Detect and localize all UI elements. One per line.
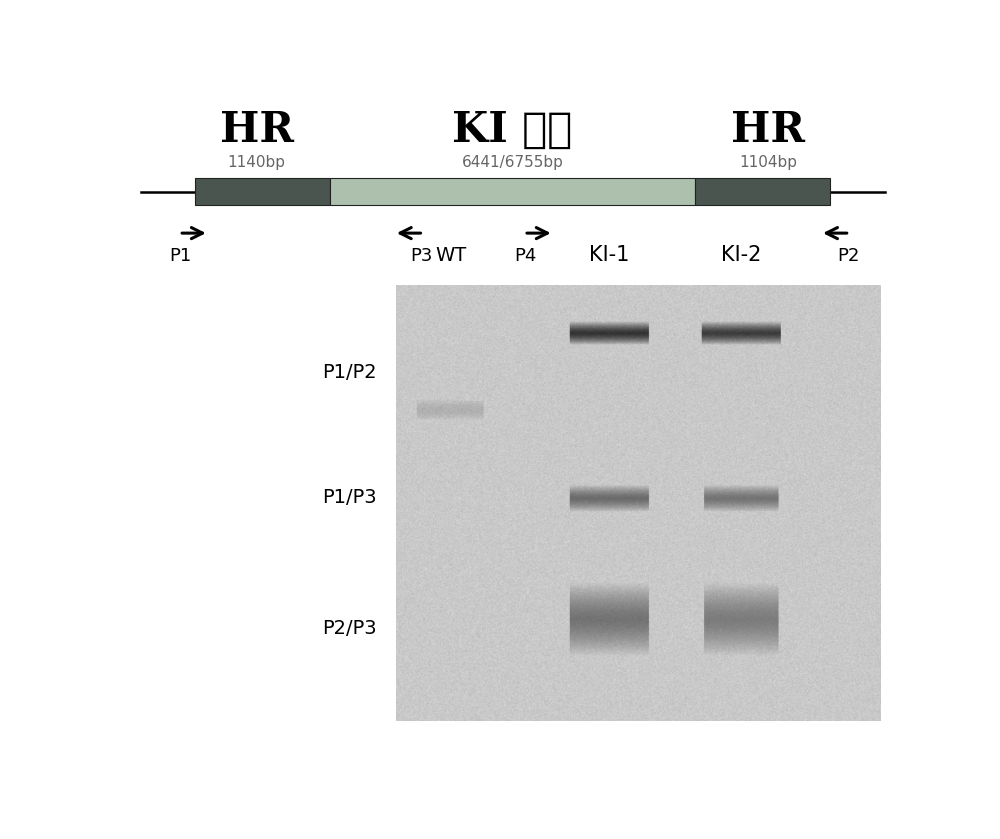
Text: P1/P2: P1/P2 bbox=[322, 362, 377, 382]
Text: P3: P3 bbox=[411, 248, 433, 265]
Text: KI 片段: KI 片段 bbox=[452, 109, 573, 151]
Text: 6441/6755bp: 6441/6755bp bbox=[462, 154, 563, 169]
Text: 1104bp: 1104bp bbox=[739, 154, 797, 169]
Text: 1140bp: 1140bp bbox=[228, 154, 286, 169]
Text: P4: P4 bbox=[514, 248, 537, 265]
Text: HR: HR bbox=[220, 109, 294, 151]
Text: P1: P1 bbox=[170, 248, 192, 265]
Text: KI-2: KI-2 bbox=[721, 246, 761, 265]
Text: HR: HR bbox=[731, 109, 805, 151]
Text: P2: P2 bbox=[837, 248, 859, 265]
Bar bbox=[195, 178, 330, 206]
Text: P1/P3: P1/P3 bbox=[322, 488, 377, 508]
Bar bbox=[695, 178, 830, 206]
Text: WT: WT bbox=[435, 247, 466, 265]
Text: KI-1: KI-1 bbox=[589, 246, 630, 265]
Bar bbox=[330, 178, 695, 206]
Text: P2/P3: P2/P3 bbox=[322, 619, 377, 638]
